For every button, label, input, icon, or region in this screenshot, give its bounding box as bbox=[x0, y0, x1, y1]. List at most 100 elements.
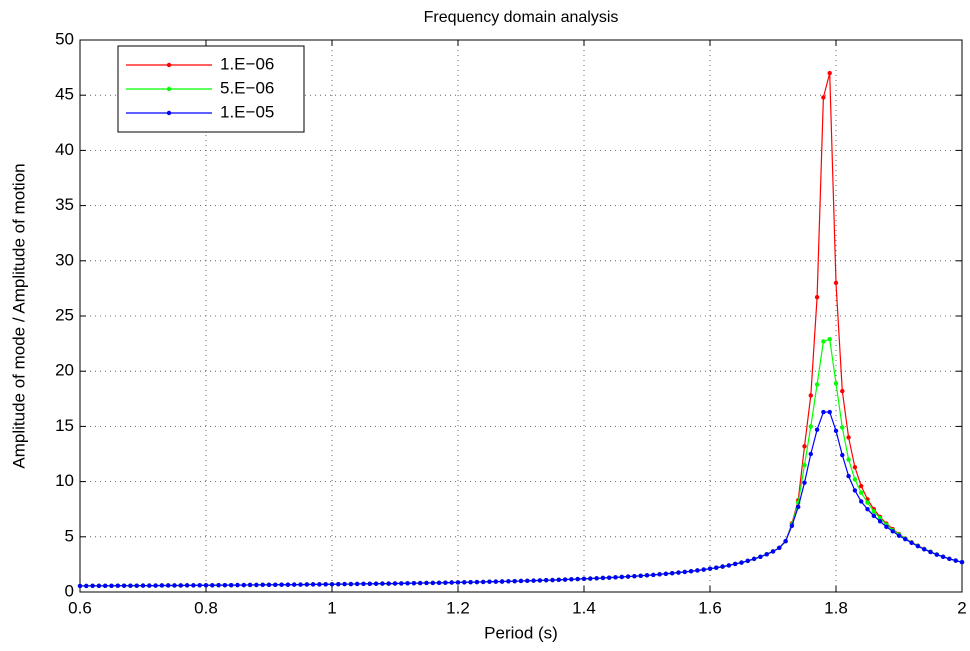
data-point bbox=[789, 523, 795, 528]
data-point bbox=[474, 579, 480, 585]
data-point bbox=[329, 582, 335, 587]
data-point bbox=[405, 581, 410, 586]
y-tick-label: 45 bbox=[55, 85, 74, 104]
data-point bbox=[348, 581, 354, 587]
legend-label: 5.E−06 bbox=[220, 78, 274, 97]
data-point bbox=[260, 582, 265, 588]
data-point bbox=[682, 569, 687, 575]
data-point bbox=[859, 483, 864, 489]
data-point bbox=[625, 574, 631, 579]
data-point bbox=[191, 583, 196, 588]
y-tick-label: 50 bbox=[55, 29, 74, 48]
data-point bbox=[959, 559, 965, 565]
data-point bbox=[871, 513, 876, 519]
data-point bbox=[877, 519, 883, 524]
data-point bbox=[852, 477, 858, 482]
data-point bbox=[569, 577, 574, 582]
legend-marker bbox=[166, 86, 172, 92]
data-point bbox=[827, 70, 832, 76]
y-tick-label: 35 bbox=[55, 195, 74, 214]
data-point bbox=[802, 462, 807, 468]
data-point bbox=[896, 533, 902, 538]
data-point bbox=[745, 558, 750, 564]
y-tick-label: 5 bbox=[65, 526, 74, 545]
data-point bbox=[808, 393, 813, 398]
data-point bbox=[266, 582, 272, 588]
data-point bbox=[814, 382, 820, 387]
x-axis-label: Period (s) bbox=[484, 623, 558, 642]
data-point bbox=[449, 580, 454, 585]
data-point bbox=[947, 556, 952, 562]
data-point bbox=[821, 95, 826, 100]
data-point bbox=[96, 583, 102, 589]
legend-label: 1.E−06 bbox=[220, 54, 274, 73]
data-point bbox=[140, 583, 146, 588]
data-point bbox=[833, 428, 839, 434]
data-point bbox=[833, 381, 839, 386]
data-point bbox=[758, 554, 763, 559]
data-point bbox=[670, 571, 675, 576]
data-point bbox=[342, 581, 347, 587]
data-point bbox=[468, 579, 473, 585]
data-point bbox=[392, 581, 398, 586]
data-point bbox=[827, 409, 832, 415]
plot-frame bbox=[79, 39, 963, 593]
data-point bbox=[90, 583, 95, 589]
data-point bbox=[159, 583, 165, 588]
data-point bbox=[827, 336, 832, 342]
data-point bbox=[808, 451, 813, 457]
data-point bbox=[852, 488, 858, 493]
data-point bbox=[317, 582, 322, 587]
data-point bbox=[298, 582, 303, 587]
data-point bbox=[953, 558, 958, 563]
data-point bbox=[304, 582, 309, 587]
data-point bbox=[600, 575, 606, 581]
data-point bbox=[688, 569, 694, 574]
data-point bbox=[915, 543, 921, 549]
data-point bbox=[361, 581, 366, 587]
data-point bbox=[846, 473, 851, 479]
data-point bbox=[147, 583, 152, 588]
data-point bbox=[726, 563, 732, 568]
data-point bbox=[720, 564, 725, 569]
data-point bbox=[436, 580, 442, 586]
data-point bbox=[499, 579, 505, 584]
data-point bbox=[588, 576, 593, 581]
data-point bbox=[808, 424, 813, 429]
data-point bbox=[373, 581, 379, 586]
data-point bbox=[355, 581, 360, 587]
data-point bbox=[751, 556, 757, 562]
data-point bbox=[216, 582, 221, 588]
data-point bbox=[121, 583, 127, 588]
data-point bbox=[310, 582, 316, 587]
data-point bbox=[701, 567, 706, 572]
data-point bbox=[241, 582, 246, 588]
data-point bbox=[884, 524, 889, 530]
data-point bbox=[814, 427, 820, 432]
data-point bbox=[172, 583, 177, 588]
x-tick-label: 0.8 bbox=[194, 598, 218, 617]
data-point bbox=[77, 583, 83, 589]
data-point bbox=[770, 549, 776, 554]
data-point bbox=[651, 572, 656, 578]
y-tick-label: 10 bbox=[55, 471, 74, 490]
data-point bbox=[285, 582, 291, 587]
data-point bbox=[852, 465, 858, 470]
data-point bbox=[607, 575, 612, 580]
data-point bbox=[802, 444, 807, 449]
data-point bbox=[739, 560, 744, 565]
data-point bbox=[273, 582, 278, 588]
data-point bbox=[411, 580, 417, 586]
data-point bbox=[840, 388, 845, 394]
data-point bbox=[430, 580, 435, 586]
y-tick-label: 20 bbox=[55, 361, 74, 380]
data-point bbox=[455, 580, 461, 585]
data-point bbox=[707, 566, 713, 571]
data-point bbox=[537, 578, 543, 583]
legend-marker bbox=[166, 110, 172, 116]
data-point bbox=[424, 580, 429, 586]
data-point bbox=[859, 490, 864, 495]
data-point bbox=[846, 435, 851, 440]
data-point bbox=[638, 573, 643, 578]
data-point bbox=[279, 582, 284, 587]
